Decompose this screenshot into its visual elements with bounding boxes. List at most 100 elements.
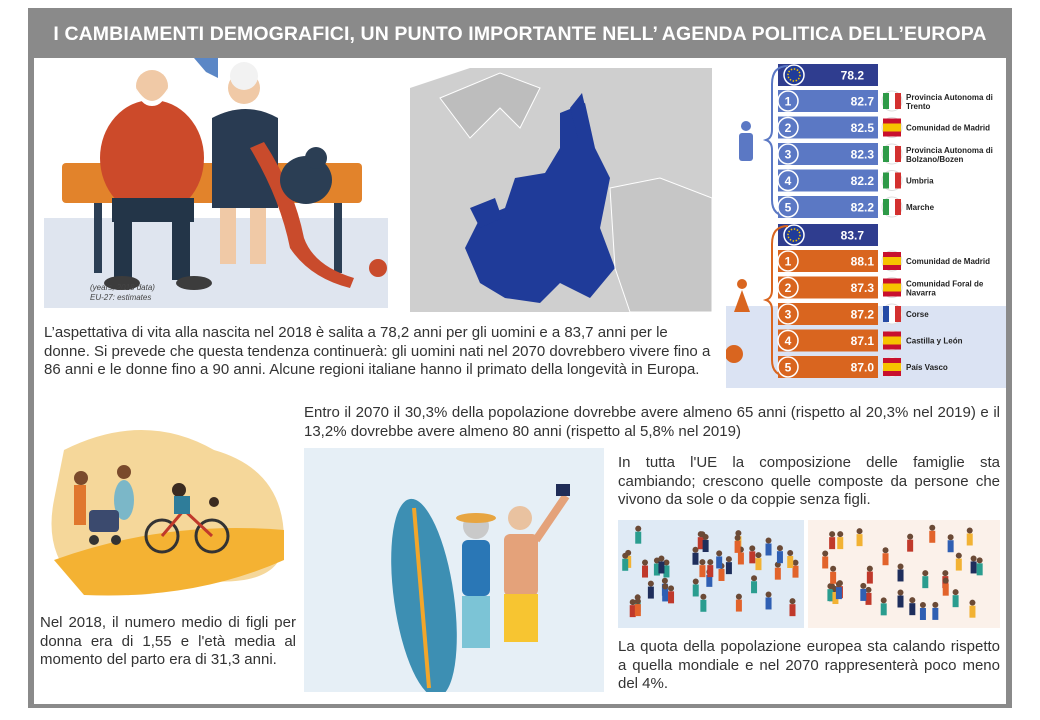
region-name: Marche — [906, 203, 935, 212]
rank-badge — [777, 356, 799, 378]
crowd-figure — [653, 557, 660, 564]
paragraph: In tutta l'UE la composizione delle fami… — [618, 454, 1000, 508]
crowd-figure — [668, 591, 675, 604]
crowd-figure — [829, 531, 836, 538]
europe-map — [410, 68, 712, 312]
crowd-figure — [622, 558, 629, 571]
crowd-figure — [661, 577, 668, 584]
crowd-figure — [702, 534, 709, 541]
crowd-figure — [663, 565, 670, 578]
crowd-figure — [692, 552, 699, 565]
rank-number: 4 — [785, 334, 792, 348]
flag-band — [883, 118, 901, 124]
flag-band — [889, 306, 895, 322]
region-line: Umbria — [906, 177, 934, 186]
crowd-figure — [787, 549, 794, 556]
crowd-figure — [629, 599, 636, 606]
region-name: Provincia Autonoma di Trento — [906, 93, 993, 111]
crowd-figure — [642, 565, 649, 578]
crowd-figure — [897, 595, 904, 608]
crowd-figure — [942, 577, 949, 584]
rank-badge — [777, 143, 799, 165]
rank-badge — [777, 329, 799, 352]
rank-number: 5 — [785, 201, 792, 215]
crowd-figure — [909, 603, 916, 616]
crowd-figure — [629, 605, 636, 618]
paragraph: L’aspettativa di vita alla nascita nel 2… — [44, 324, 711, 378]
chart-note: EU-27: estimates — [90, 293, 151, 302]
rank-value: 82.2 — [851, 201, 875, 215]
crowd-figure — [735, 530, 742, 537]
rank-badge — [777, 116, 799, 139]
crowd-figure — [929, 530, 936, 543]
crowd-figure — [789, 604, 796, 617]
crowd-figure — [662, 583, 669, 590]
crowd-figure — [882, 547, 889, 554]
flag-band — [883, 371, 901, 376]
flag-band — [883, 363, 901, 371]
rank-bar — [778, 276, 878, 299]
crowd-figure — [699, 565, 706, 578]
crowd-figure — [909, 597, 916, 604]
flag-icon — [881, 330, 903, 351]
woman-icon — [734, 290, 750, 312]
crowd-figure — [830, 565, 837, 572]
crowd-figure — [751, 575, 758, 582]
paragraph: Nel 2018, il numero medio di figli per d… — [40, 614, 296, 668]
crowd-figure — [882, 553, 889, 566]
flag-icon — [881, 250, 903, 272]
rank-value: 82.2 — [851, 174, 875, 188]
rank-value: 87.3 — [851, 281, 875, 295]
crowd-figure — [755, 558, 762, 571]
rank-bar — [778, 356, 878, 378]
crowd-figure — [952, 595, 959, 608]
crowd-figure — [749, 545, 756, 552]
flag-icon — [881, 196, 903, 218]
crowd-figure — [734, 534, 741, 541]
flag-band — [883, 283, 901, 292]
flag-band — [883, 265, 901, 270]
crowd-figure — [897, 563, 904, 570]
crowd-figure — [932, 601, 939, 608]
region-line: Comunidad de Madrid — [906, 257, 990, 266]
crowd-figure — [765, 597, 772, 610]
flag-band — [883, 252, 901, 257]
region-name: Comunidad Foral de Navarra — [906, 280, 984, 298]
decor-dot — [726, 345, 743, 363]
rank-value: 87.2 — [851, 308, 875, 322]
flag-band — [895, 146, 901, 162]
flag-band — [883, 257, 901, 265]
crowd-figure — [702, 540, 709, 553]
flag-band — [895, 93, 901, 109]
flag-band — [883, 331, 901, 337]
region-line: Comunidad Foral de — [906, 280, 984, 289]
crowd-figure — [662, 589, 669, 602]
crowd-figure — [707, 559, 714, 566]
rank-value: 82.3 — [851, 148, 875, 162]
rank-bar — [778, 329, 878, 352]
crowd-figure — [976, 557, 983, 564]
region-line: Provincia Autonoma di — [906, 93, 993, 102]
rank-number: 2 — [785, 281, 792, 295]
crowd-figure — [765, 537, 772, 544]
crowd-figure — [955, 552, 962, 559]
man-icon — [741, 121, 751, 131]
crowd-figure — [635, 531, 642, 544]
bracket — [762, 65, 789, 217]
eu-stars — [787, 228, 801, 242]
region-name: País Vasco — [906, 363, 948, 372]
paragraph: La quota della popolazione europea sta c… — [618, 638, 1000, 692]
crowd-figure — [969, 599, 976, 606]
eu-value: 83.7 — [841, 229, 865, 243]
seniors-illustration — [304, 448, 604, 692]
crowd-figure — [942, 570, 949, 577]
crowd-figure — [697, 537, 704, 550]
crowd-figure — [947, 540, 954, 553]
crowd-figure — [919, 601, 926, 608]
rank-number: 2 — [785, 121, 792, 135]
rank-number: 3 — [785, 148, 792, 162]
flag-icon — [881, 303, 903, 325]
crowd-figure — [966, 527, 973, 534]
rank-number: 5 — [785, 361, 792, 375]
